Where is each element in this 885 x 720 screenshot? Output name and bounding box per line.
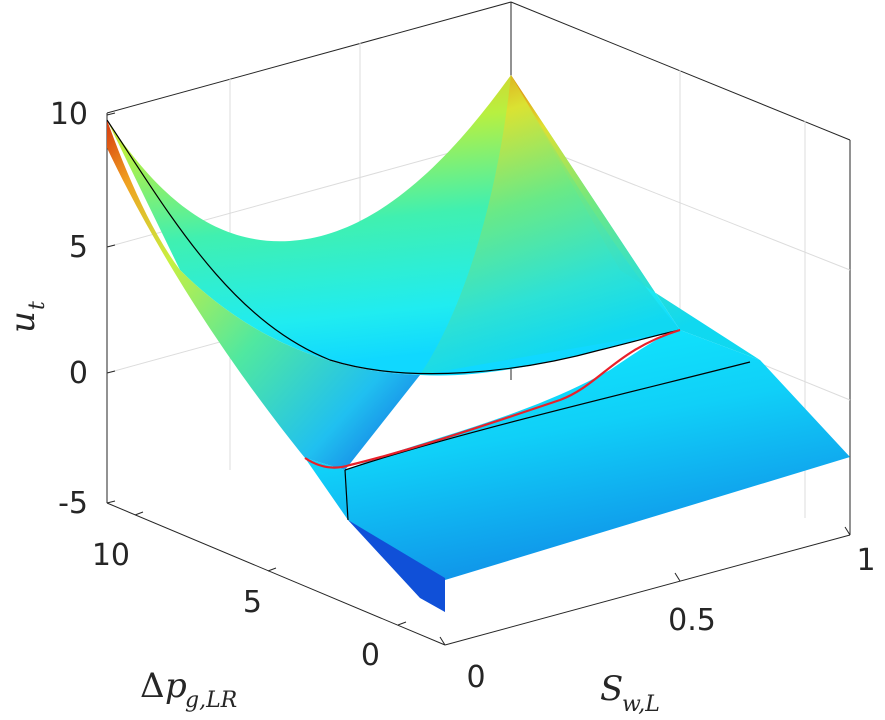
z-tick-0: 0	[69, 356, 88, 391]
surface-left-face	[107, 120, 420, 470]
y-axis-label-p: p	[165, 666, 187, 706]
y-tick-5: 5	[243, 585, 262, 620]
z-tick-neg5: -5	[58, 486, 88, 521]
x-tick-0: 0	[466, 660, 485, 695]
surface-right-slope-2	[420, 75, 680, 375]
y-axis-label-sub: g,LR	[185, 688, 237, 713]
y-tick-10: 10	[92, 538, 130, 573]
x-axis-label-main: S	[600, 669, 623, 709]
y-axis-ticks	[134, 511, 407, 626]
surface	[107, 75, 850, 612]
z-axis-ticks	[106, 112, 116, 504]
z-axis-label-main: u	[3, 311, 43, 333]
z-tick-10: 10	[50, 97, 88, 132]
y-tick-0: 0	[361, 638, 380, 673]
curve-black-cliff	[344, 469, 349, 521]
curve-red	[304, 328, 681, 469]
curve-black-upper	[106, 119, 681, 375]
y-axis-label-main: Δ	[140, 666, 165, 706]
curve-black-lower	[344, 361, 751, 471]
front-axes	[106, 502, 851, 646]
x-axis-ticks	[439, 526, 851, 646]
x-tick-1: 1	[856, 543, 875, 578]
z-tick-5: 5	[69, 230, 88, 265]
z-axis-label-sub: t	[25, 301, 50, 310]
surface-flat	[305, 330, 850, 580]
y-axis-label: Δ	[140, 666, 165, 706]
x-axis-label-sub: w,L	[622, 692, 660, 717]
surface-cliff-face	[348, 520, 445, 612]
x-tick-0.5: 0.5	[668, 603, 716, 638]
z-axis-label: u t	[3, 301, 50, 333]
